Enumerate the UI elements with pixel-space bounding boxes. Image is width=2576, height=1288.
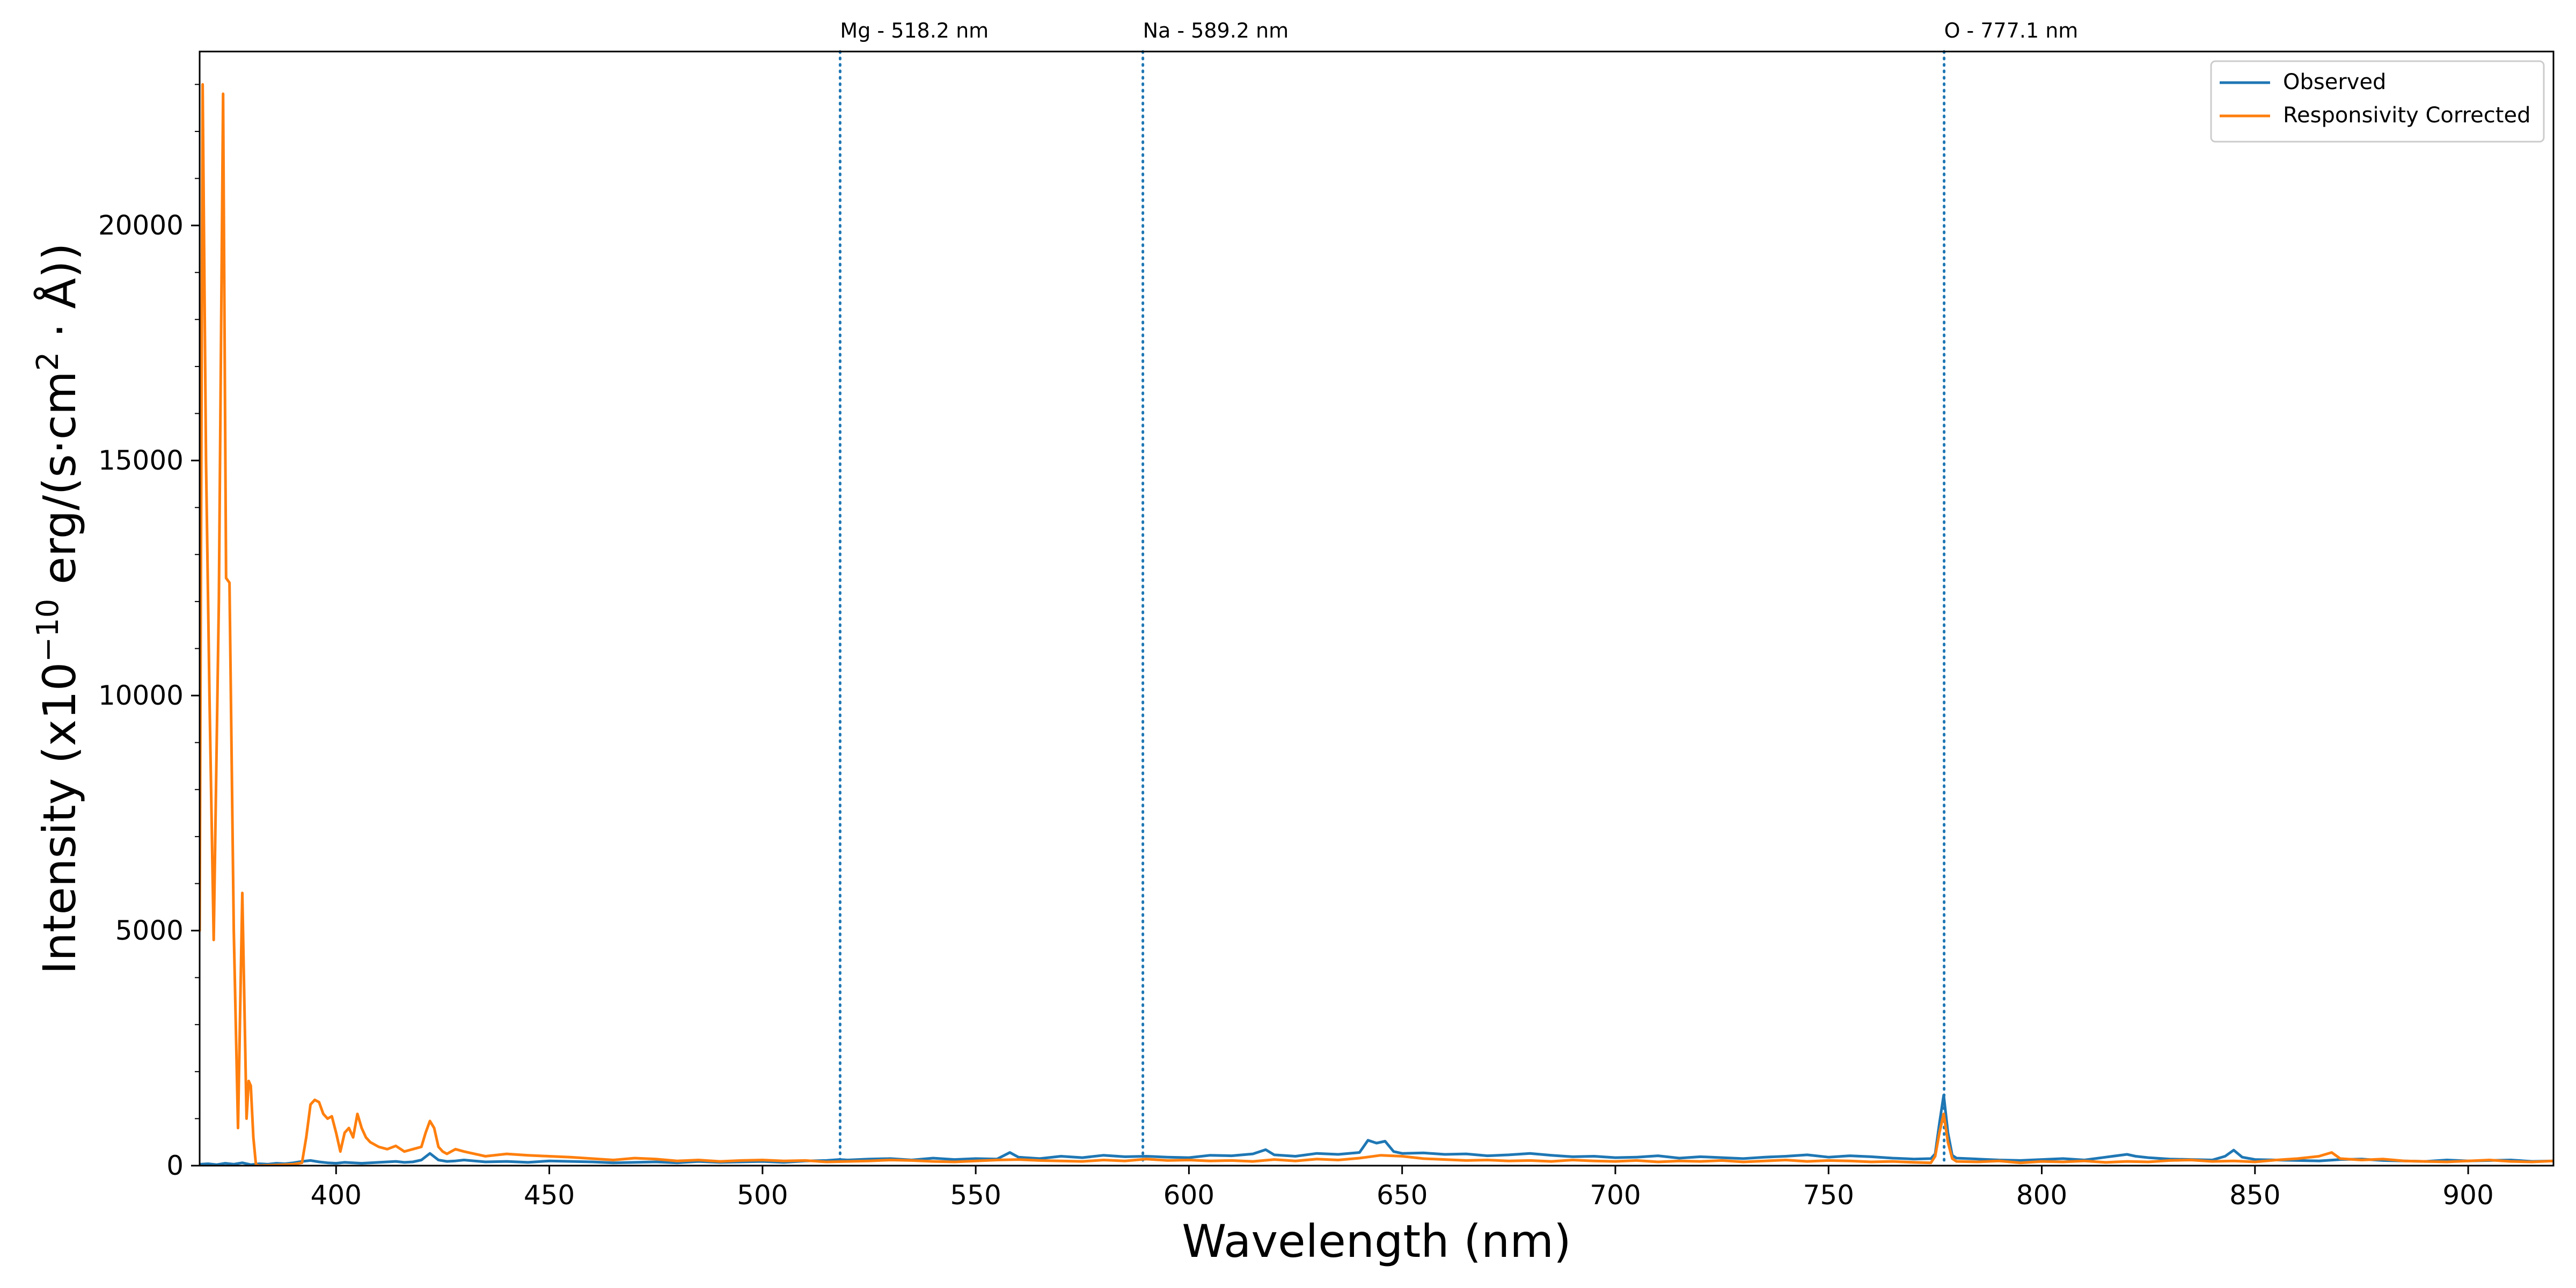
x-tick-label-450: 450: [524, 1180, 575, 1211]
y-axis-label-exp2: 2: [31, 352, 65, 371]
y-axis-label-suffix: · Å)): [33, 243, 86, 352]
reference-label-1: Na - 589.2 nm: [1143, 19, 1289, 42]
reference-lines: Mg - 518.2 nm Na - 589.2 nm O - 777.1 nm: [838, 19, 2079, 1167]
legend-box: [2210, 60, 2545, 143]
reference-label-2: O - 777.1 nm: [1944, 19, 2079, 42]
x-tick-label-650: 650: [1377, 1180, 1428, 1211]
y-tick-label-20000: 20000: [98, 210, 184, 241]
legend: Observed Responsivity Corrected: [2210, 60, 2545, 143]
series-lines: [200, 83, 2553, 1166]
series-line-observed: [200, 1094, 2553, 1166]
x-tick-label-600: 600: [1163, 1180, 1214, 1211]
y-tick-label-15000: 15000: [98, 445, 184, 476]
legend-label-responsivity-corrected: Responsivity Corrected: [2283, 103, 2530, 128]
x-tick-label-900: 900: [2442, 1180, 2493, 1211]
y-tick-label-5000: 5000: [115, 915, 184, 946]
x-axis-label: Wavelength (nm): [1182, 1215, 1571, 1268]
x-tick-label-400: 400: [311, 1180, 362, 1211]
y-axis: 0 5000 10000 15000 20000: [98, 84, 200, 1181]
plot-frame: [199, 50, 2555, 1167]
x-axis: 400 450 500 550 600 650 700 750 800 850 900: [311, 1166, 2494, 1211]
y-axis-label-exp1: −10: [31, 599, 65, 662]
y-tick-label-0: 0: [166, 1150, 184, 1181]
x-tick-label-700: 700: [1590, 1180, 1641, 1211]
y-axis-label-middle: erg/(s·cm: [33, 371, 86, 598]
y-axis-label: Intensity (x10−10 erg/(s·cm2 · Å)): [31, 243, 86, 975]
reference-label-0: Mg - 518.2 nm: [840, 19, 989, 42]
x-tick-label-750: 750: [1803, 1180, 1854, 1211]
y-axis-label-prefix: Intensity (x10: [33, 662, 86, 975]
x-tick-label-850: 850: [2229, 1180, 2280, 1211]
x-tick-label-500: 500: [737, 1180, 788, 1211]
y-tick-label-10000: 10000: [98, 680, 184, 711]
x-tick-label-550: 550: [950, 1180, 1001, 1211]
x-tick-label-800: 800: [2016, 1180, 2067, 1211]
series-line-responsivity-corrected: [200, 83, 2553, 1166]
legend-label-observed: Observed: [2283, 70, 2386, 94]
